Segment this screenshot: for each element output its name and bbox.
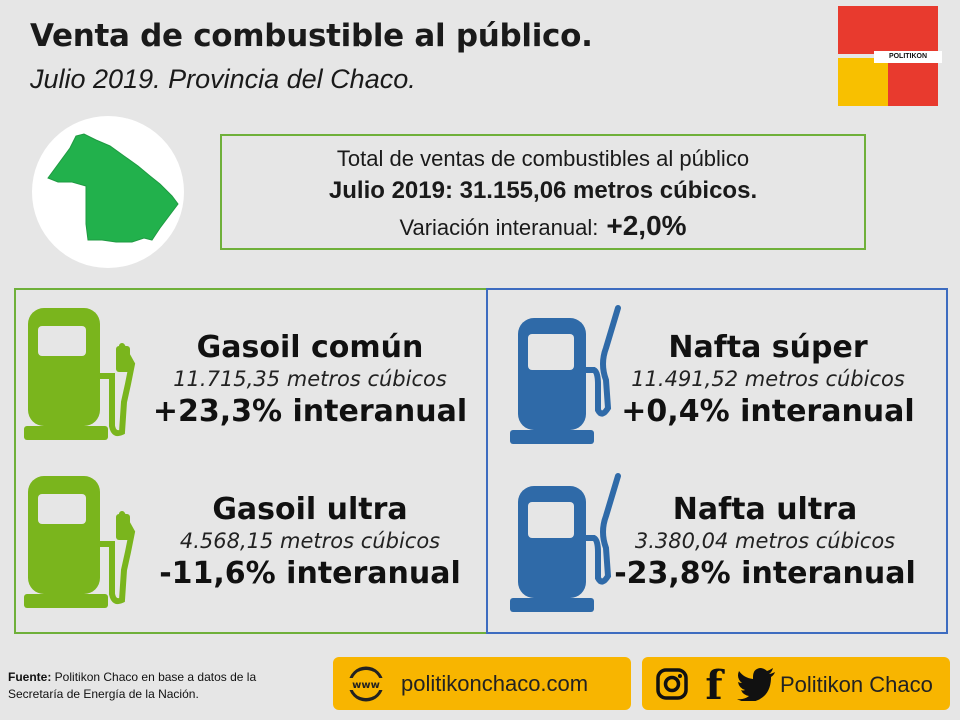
fuel-name: Gasoil ultra (212, 492, 408, 527)
source-text: Politikon Chaco en base a datos de la Se… (8, 670, 257, 701)
website-link[interactable]: www politikonchaco.com (333, 657, 631, 710)
summary-line1: Total de ventas de combustibles al públi… (336, 146, 750, 171)
fuel-volume: 4.568,15 metros cúbicos (179, 529, 441, 553)
province-map (32, 116, 184, 268)
facebook-icon[interactable]: f (700, 665, 728, 703)
social-handle: Politikon Chaco (780, 672, 933, 697)
politikon-logo: POLITIKON (838, 6, 942, 106)
chaco-map-icon (47, 133, 179, 243)
source-note: Fuente: Politikon Chaco en base a datos … (8, 669, 308, 703)
facebook-icon-glyph: f (705, 665, 725, 703)
globe-icon-text: www (352, 680, 380, 691)
fuel-variation: +23,3% interanual (152, 394, 468, 429)
fuel-variation: +0,4% interanual (621, 394, 915, 429)
instagram-icon[interactable] (656, 668, 688, 700)
fuel-volume: 11.491,52 metros cúbicos (631, 367, 905, 391)
summary-variation-label: Variación interanual: (399, 215, 599, 240)
fuel-nafta-super: Nafta súper 11.491,52 metros cúbicos +0,… (618, 330, 918, 432)
logo-square-yellow (838, 58, 888, 106)
logo-text: POLITIKON (874, 51, 942, 63)
summary-variation: Variación interanual: +2,0% (222, 210, 864, 242)
blue-fuel-pump-icon (510, 305, 621, 444)
logo-square-red-2 (888, 6, 938, 54)
fuel-name: Nafta ultra (672, 492, 858, 527)
blue-fuel-pump-icon (510, 473, 621, 612)
fuel-name: Gasoil común (196, 330, 424, 365)
page-subtitle: Julio 2019. Provincia del Chaco. (30, 64, 416, 94)
social-links: f Politikon Chaco (642, 657, 950, 710)
fuel-name: Nafta súper (668, 330, 868, 365)
fuel-volume: 11.715,35 metros cúbicos (173, 367, 447, 391)
green-fuel-pump-icon (24, 476, 136, 608)
logo-square-red-1 (838, 6, 888, 54)
globe-icon: www (347, 666, 385, 702)
website-text: politikonchaco.com (401, 671, 589, 696)
logo-square-red-3 (888, 58, 938, 106)
summary-variation-value: +2,0% (606, 210, 687, 241)
nafta-panel (486, 288, 948, 634)
fuel-variation: -11,6% interanual (159, 556, 461, 591)
fuel-nafta-ultra: Nafta ultra 3.380,04 metros cúbicos -23,… (612, 492, 918, 594)
fuel-variation: -23,8% interanual (614, 556, 916, 591)
green-fuel-pump-icon (24, 308, 136, 440)
fuel-gasoil-ultra: Gasoil ultra 4.568,15 metros cúbicos -11… (150, 492, 470, 594)
source-label: Fuente: (8, 670, 52, 684)
page-title: Venta de combustible al público. (30, 18, 593, 54)
fuel-gasoil-comun: Gasoil común 11.715,35 metros cúbicos +2… (150, 330, 470, 432)
twitter-icon[interactable] (736, 667, 776, 701)
fuel-volume: 3.380,04 metros cúbicos (634, 529, 896, 553)
summary-total: Julio 2019: 31.155,06 metros cúbicos. (328, 177, 758, 204)
summary-box: Total de ventas de combustibles al públi… (220, 134, 866, 250)
